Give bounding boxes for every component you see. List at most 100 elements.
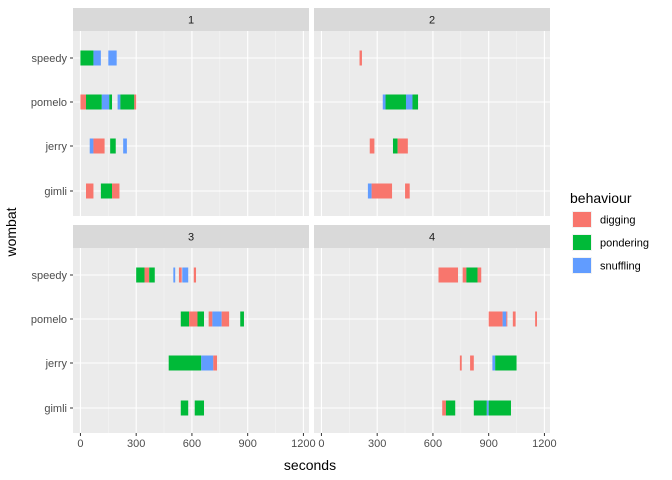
axes: speedy pomelo jerry gimli speedy pomelo jerry g…: [31, 53, 557, 450]
segment-jerry-digging: [459, 355, 462, 371]
y-tick-label: speedy: [32, 53, 68, 65]
segment-pomelo-digging: [488, 311, 503, 327]
segment-jerry-digging: [397, 138, 408, 154]
segment-jerry-pondering: [110, 138, 116, 154]
x-tick-label: 600: [424, 438, 442, 450]
segment-speedy-digging: [144, 267, 150, 283]
segment-pomelo-snuffling: [212, 311, 222, 327]
segment-gimli-pondering: [194, 400, 205, 416]
segment-pomelo-snuffling: [101, 94, 110, 110]
x-tick-label: 300: [368, 438, 386, 450]
segment-jerry-pondering: [168, 355, 202, 371]
segment-speedy-snuffling: [108, 50, 117, 66]
facet-panels: 1 2 3 4: [73, 8, 550, 433]
segment-pomelo-digging: [512, 311, 516, 327]
legend-label-pondering: pondering: [600, 238, 649, 250]
x-axis-title: seconds: [284, 457, 336, 473]
x-tick-label: 0: [77, 438, 83, 450]
segment-pomelo-digging: [134, 94, 137, 110]
segment-jerry-snuffling: [492, 355, 496, 371]
segment-jerry-pondering: [392, 138, 398, 154]
segment-gimli-digging: [442, 400, 446, 416]
x-tick-label: 600: [183, 438, 201, 450]
y-tick-label: speedy: [32, 270, 68, 282]
segment-pomelo-snuffling: [382, 94, 386, 110]
segment-speedy-digging: [359, 50, 362, 66]
segment-pomelo-snuffling: [405, 94, 413, 110]
segment-pomelo-pondering: [180, 311, 190, 327]
segment-gimli-pondering: [473, 400, 487, 416]
segment-gimli-digging: [86, 183, 94, 199]
legend-key-pondering: [573, 235, 591, 250]
segment-pomelo-pondering: [412, 94, 419, 110]
segment-pomelo-pondering: [120, 94, 135, 110]
y-tick-label: gimli: [44, 186, 67, 198]
segment-pomelo-pondering: [86, 94, 102, 110]
segment-pomelo-digging: [189, 311, 198, 327]
panel-background: [73, 248, 309, 433]
segment-gimli-digging: [371, 183, 393, 199]
segment-pomelo-snuffling: [117, 94, 121, 110]
segment-speedy-snuffling: [93, 50, 101, 66]
facet-panel-1: 1: [73, 8, 309, 216]
segment-speedy-snuffling: [173, 267, 176, 283]
facet-strip-label: 1: [188, 15, 194, 27]
legend-title: behaviour: [570, 190, 632, 206]
segment-pomelo-snuffling: [502, 311, 507, 327]
x-tick-label: 900: [238, 438, 256, 450]
segment-speedy-pondering: [136, 267, 145, 283]
x-tick-label: 1200: [532, 438, 556, 450]
segment-jerry-snuffling: [89, 138, 94, 154]
y-tick-label: pomelo: [31, 97, 67, 109]
x-tick-label: 300: [127, 438, 145, 450]
legend-key-digging: [573, 212, 591, 227]
segment-speedy-digging: [462, 267, 467, 283]
segment-gimli-pondering: [180, 400, 189, 416]
segment-pomelo-digging: [221, 311, 230, 327]
segment-jerry-digging: [213, 355, 218, 371]
facet-strip: [314, 225, 550, 248]
segment-speedy-snuffling: [182, 267, 189, 283]
facet-strip-label: 4: [429, 232, 435, 244]
segment-speedy-digging: [477, 267, 482, 283]
segment-pomelo-digging: [80, 94, 87, 110]
segment-jerry-snuffling: [123, 138, 127, 154]
segment-speedy-digging: [193, 267, 197, 283]
facet-panel-3: 3: [73, 225, 309, 433]
x-tick-label: 1200: [291, 438, 315, 450]
segment-pomelo-pondering: [197, 311, 205, 327]
legend-label-digging: digging: [600, 215, 635, 227]
facet-panel-4: 4: [314, 225, 550, 433]
segment-jerry-digging: [369, 138, 375, 154]
x-tick-label: 900: [479, 438, 497, 450]
segment-speedy-digging: [438, 267, 459, 283]
panel-background: [314, 31, 550, 216]
legend-label-snuffling: snuffling: [600, 261, 641, 273]
segment-pomelo-digging: [535, 311, 537, 327]
segment-jerry-snuffling: [201, 355, 214, 371]
segment-gimli-digging: [405, 183, 410, 199]
y-tick-label: jerry: [45, 141, 68, 153]
segment-jerry-digging: [470, 355, 474, 371]
segment-gimli-digging: [112, 183, 120, 199]
segment-jerry-pondering: [495, 355, 517, 371]
legend-key-snuffling: [573, 258, 591, 273]
facet-strip: [73, 225, 309, 248]
segment-gimli-pondering: [100, 183, 113, 199]
y-tick-label: jerry: [45, 358, 68, 370]
segment-pomelo-digging: [208, 311, 213, 327]
segment-pomelo-pondering: [240, 311, 244, 327]
x-tick-label: 0: [318, 438, 324, 450]
segment-pomelo-pondering: [109, 94, 113, 110]
segment-jerry-digging: [93, 138, 105, 154]
y-axis-title: wombat: [3, 207, 19, 257]
facet-strip-label: 3: [188, 232, 194, 244]
y-tick-label: pomelo: [31, 314, 67, 326]
segment-pomelo-digging: [506, 311, 508, 327]
segment-gimli-snuffling: [367, 183, 372, 199]
segment-gimli-pondering: [488, 400, 511, 416]
segment-speedy-pondering: [149, 267, 155, 283]
segment-pomelo-pondering: [385, 94, 406, 110]
facet-strip: [73, 8, 309, 31]
facet-strip: [314, 8, 550, 31]
